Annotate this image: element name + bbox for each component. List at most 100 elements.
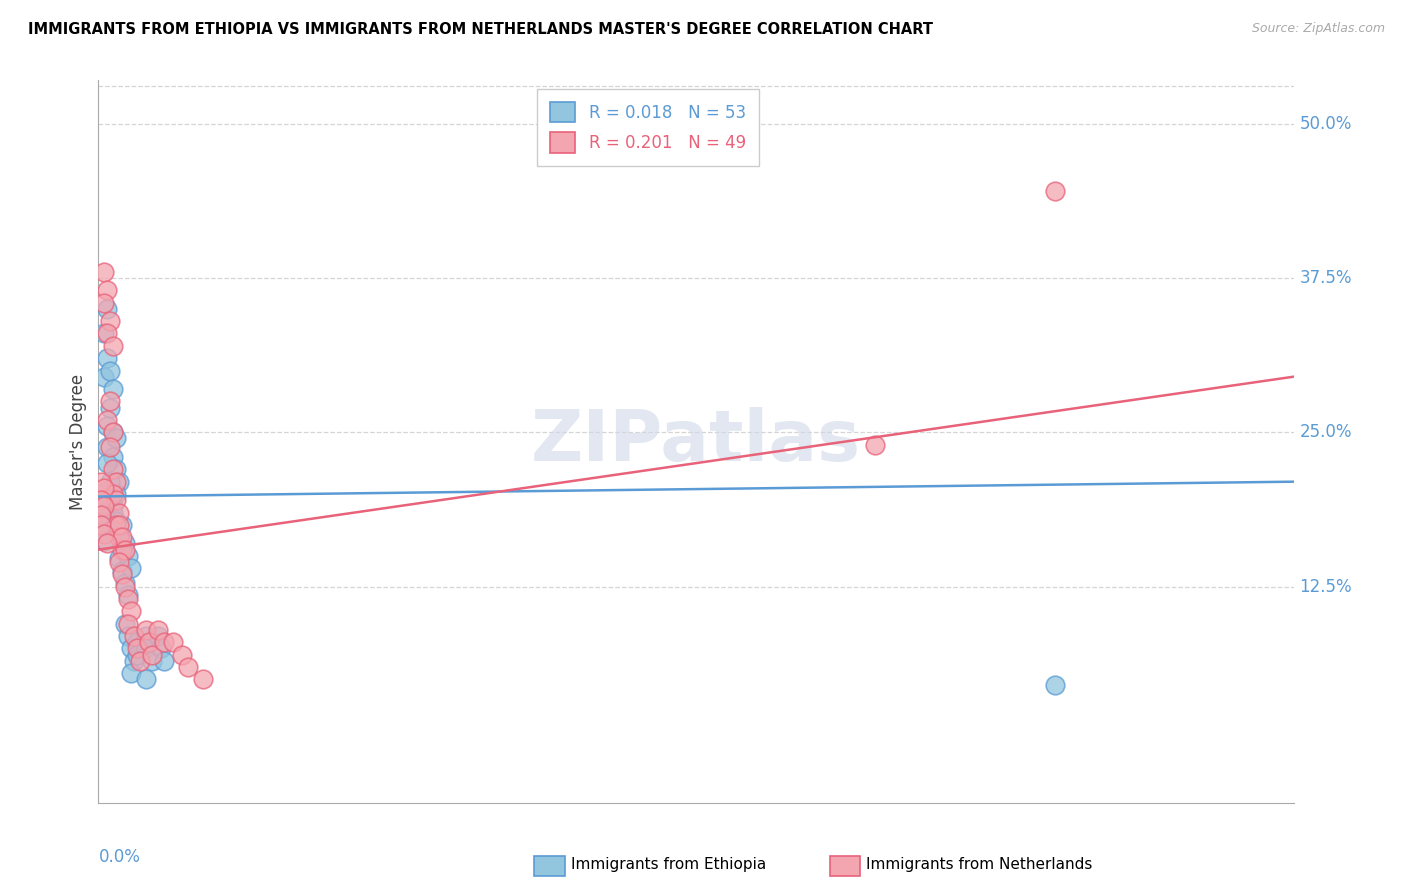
Point	[98, 475, 122, 489]
Point	[117, 588, 139, 602]
Point	[103, 450, 125, 464]
Point	[105, 432, 128, 446]
Point	[105, 462, 128, 476]
Point	[114, 576, 136, 591]
Point	[162, 635, 184, 649]
Point	[124, 629, 146, 643]
Point	[127, 635, 149, 649]
Point	[103, 500, 125, 514]
Point	[98, 440, 122, 454]
Point	[108, 475, 131, 489]
Point	[93, 493, 115, 508]
Point	[1043, 185, 1066, 199]
Point	[103, 462, 125, 476]
Point	[98, 363, 122, 377]
Point	[105, 493, 128, 508]
Point	[105, 514, 128, 528]
Point	[129, 654, 152, 668]
Text: 12.5%: 12.5%	[1299, 578, 1353, 596]
Point	[93, 295, 115, 310]
Point	[108, 517, 131, 532]
Point	[153, 635, 176, 649]
Point	[96, 456, 118, 470]
Point	[114, 580, 136, 594]
Text: 50.0%: 50.0%	[1299, 114, 1353, 133]
Point	[117, 629, 139, 643]
Point	[103, 339, 125, 353]
Point	[93, 265, 115, 279]
Point	[105, 487, 128, 501]
Point	[191, 673, 214, 687]
Point	[103, 506, 125, 520]
Point	[177, 660, 200, 674]
Text: Immigrants from Netherlands: Immigrants from Netherlands	[866, 857, 1092, 871]
Point	[153, 654, 176, 668]
Point	[172, 648, 194, 662]
Point	[138, 635, 160, 649]
Point	[135, 673, 157, 687]
Point	[93, 533, 115, 548]
Point	[111, 539, 134, 553]
Point	[124, 654, 146, 668]
Point	[96, 301, 118, 316]
Point	[148, 623, 170, 637]
Point	[103, 425, 125, 440]
Point	[90, 487, 112, 501]
Point	[108, 530, 131, 544]
Point	[96, 351, 118, 366]
Point	[90, 508, 112, 522]
Y-axis label: Master's Degree: Master's Degree	[69, 374, 87, 509]
Point	[135, 629, 157, 643]
Point	[865, 437, 887, 451]
Point	[127, 641, 149, 656]
Point	[96, 413, 118, 427]
Point	[135, 641, 157, 656]
Point	[90, 500, 112, 514]
Point	[148, 629, 170, 643]
Point	[103, 487, 125, 501]
Point	[111, 517, 134, 532]
Point	[111, 542, 134, 557]
Point	[108, 526, 131, 541]
Point	[96, 419, 118, 434]
Point	[120, 666, 142, 681]
Point	[111, 564, 134, 578]
Text: Source: ZipAtlas.com: Source: ZipAtlas.com	[1251, 22, 1385, 36]
Point	[117, 592, 139, 607]
Text: IMMIGRANTS FROM ETHIOPIA VS IMMIGRANTS FROM NETHERLANDS MASTER'S DEGREE CORRELAT: IMMIGRANTS FROM ETHIOPIA VS IMMIGRANTS F…	[28, 22, 934, 37]
Point	[103, 382, 125, 396]
Point	[117, 616, 139, 631]
Point	[96, 283, 118, 297]
Point	[98, 493, 122, 508]
Point	[105, 475, 128, 489]
Point	[141, 654, 163, 668]
Text: 25.0%: 25.0%	[1299, 424, 1353, 442]
Point	[108, 506, 131, 520]
Point	[135, 623, 157, 637]
Point	[98, 394, 122, 409]
Point	[96, 326, 118, 341]
Legend: R = 0.018   N = 53, R = 0.201   N = 49: R = 0.018 N = 53, R = 0.201 N = 49	[537, 88, 759, 166]
Point	[98, 401, 122, 415]
Point	[98, 314, 122, 328]
Text: 0.0%: 0.0%	[98, 847, 141, 865]
Point	[103, 425, 125, 440]
Point	[108, 551, 131, 566]
Point	[96, 536, 118, 550]
Point	[114, 542, 136, 557]
Point	[90, 517, 112, 532]
Text: ZIPatlas: ZIPatlas	[531, 407, 860, 476]
Point	[127, 648, 149, 662]
Point	[93, 326, 115, 341]
Point	[96, 440, 118, 454]
Point	[93, 526, 115, 541]
Point	[90, 493, 112, 508]
Point	[117, 549, 139, 563]
Point	[114, 536, 136, 550]
Point	[90, 524, 112, 538]
Point	[93, 506, 115, 520]
Point	[93, 369, 115, 384]
Point	[1043, 678, 1066, 692]
Point	[105, 517, 128, 532]
Point	[141, 648, 163, 662]
